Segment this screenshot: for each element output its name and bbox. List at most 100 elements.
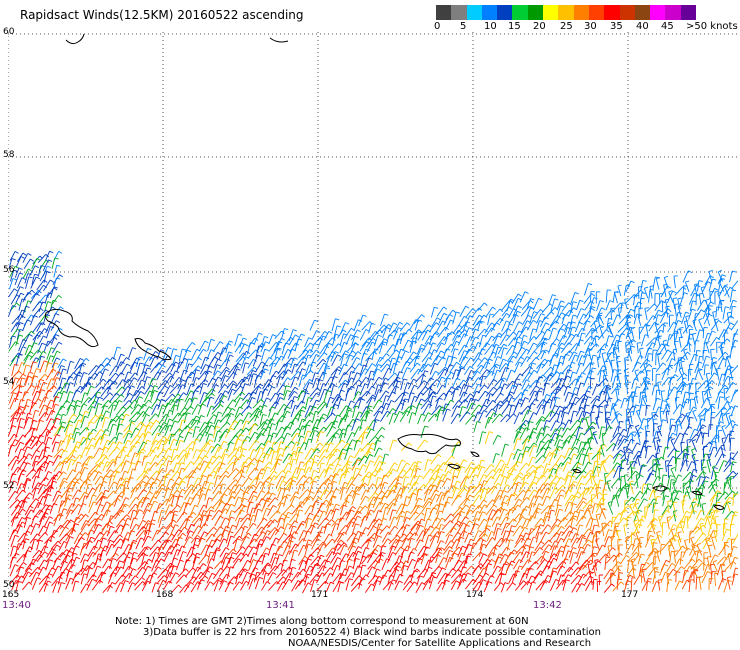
wind-barb-tick: [557, 467, 562, 469]
wind-barb-tick: [486, 398, 491, 402]
wind-barb-tick: [574, 386, 579, 390]
wind-barb-tick: [210, 349, 215, 352]
wind-barb-tick: [369, 409, 374, 412]
wind-barb: [14, 391, 19, 403]
wind-barb-tick: [147, 461, 152, 465]
wind-barb-tick: [272, 375, 277, 378]
wind-barb: [10, 370, 20, 381]
wind-barb: [276, 370, 285, 380]
wind-barb: [655, 362, 664, 373]
wind-barb-tick: [400, 402, 405, 406]
wind-barb-tick: [69, 433, 74, 436]
wind-barb-tick: [350, 455, 355, 458]
wind-barb-tick: [685, 454, 690, 456]
wind-barb-tick: [434, 306, 439, 309]
wind-barb: [542, 426, 547, 437]
wind-barb: [283, 399, 292, 411]
wind-barb-tick: [254, 423, 259, 427]
wind-barb-tick: [174, 420, 179, 423]
wind-barb-tick: [326, 367, 331, 370]
wind-barb: [620, 459, 623, 472]
wind-barb-tick: [672, 297, 678, 299]
wind-barb-tick: [218, 455, 223, 459]
wind-barb-tick: [695, 313, 700, 315]
wind-barb: [540, 342, 544, 353]
wind-barb: [493, 356, 498, 367]
wind-barb: [106, 357, 113, 367]
wind-barb: [318, 331, 326, 341]
wind-barb: [654, 300, 662, 311]
wind-barb-tick: [121, 413, 126, 418]
wind-barb: [614, 292, 618, 304]
wind-barb-tick: [44, 360, 49, 363]
wind-barb-tick: [684, 432, 689, 436]
wind-barb-tick: [728, 365, 733, 368]
wind-barb-tick: [554, 298, 559, 301]
wind-barb: [318, 462, 322, 473]
wind-barb: [15, 292, 22, 304]
wind-barb: [688, 433, 697, 443]
wind-barb-tick: [284, 363, 289, 367]
wind-barb-tick: [195, 415, 200, 419]
wind-barb-tick: [330, 453, 335, 456]
wind-barb: [429, 395, 434, 409]
wind-barb-tick: [269, 447, 274, 451]
wind-barb-tick: [478, 314, 483, 318]
wind-barb: [416, 380, 425, 390]
wind-barb: [361, 337, 370, 347]
wind-barb: [515, 347, 523, 359]
wind-barb-tick: [525, 450, 530, 453]
wind-barb: [388, 322, 394, 333]
wind-barb-tick: [183, 449, 188, 453]
wind-barb: [275, 447, 281, 461]
wind-barb: [353, 426, 360, 437]
wind-barb-tick: [32, 361, 37, 364]
wind-barb-tick: [525, 419, 530, 423]
wind-barb: [512, 378, 517, 389]
wind-barb: [527, 431, 534, 443]
wind-barb: [44, 292, 49, 303]
wind-barb: [73, 432, 77, 444]
wind-barb-tick: [358, 379, 362, 383]
wind-barb: [443, 331, 453, 342]
wind-barb-tick: [484, 357, 488, 361]
wind-barb-tick: [607, 322, 612, 325]
wind-barb: [540, 322, 547, 333]
wind-barb: [532, 298, 540, 311]
wind-barb-tick: [286, 390, 291, 393]
wind-barb: [371, 348, 376, 360]
wind-barb: [549, 432, 556, 444]
wind-barb: [701, 391, 705, 403]
wind-barb-tick: [444, 368, 449, 372]
wind-barb: [428, 379, 438, 390]
wind-barb-tick: [45, 477, 49, 481]
wind-barb-tick: [232, 380, 237, 384]
wind-barb: [471, 307, 480, 318]
wind-barb: [528, 445, 534, 457]
wind-barb-tick: [324, 388, 329, 392]
wind-barb: [281, 411, 288, 422]
wind-barb-tick: [18, 426, 23, 429]
wind-barb-tick: [682, 356, 686, 361]
wind-barb: [46, 425, 54, 437]
wind-barb: [420, 363, 429, 373]
wind-barb-tick: [701, 418, 706, 421]
wind-barb-tick: [500, 378, 505, 382]
wind-barb-tick: [163, 422, 168, 425]
wind-barb: [372, 376, 380, 388]
wind-barb-tick: [540, 309, 544, 313]
wind-barb-tick: [105, 410, 110, 414]
wind-barb-tick: [567, 427, 571, 431]
wind-barb: [718, 460, 725, 472]
wind-barb-tick: [732, 270, 737, 273]
wind-barb: [315, 358, 324, 368]
wind-barb: [85, 455, 92, 466]
wind-barb-tick: [372, 483, 377, 487]
wind-barb-tick: [229, 354, 234, 357]
wind-barb: [23, 417, 29, 430]
wind-barb-tick: [510, 298, 515, 302]
wind-barb-tick: [409, 357, 414, 361]
wind-barb-tick: [288, 453, 293, 457]
wind-barb-tick: [191, 342, 196, 346]
wind-barb: [359, 364, 364, 376]
